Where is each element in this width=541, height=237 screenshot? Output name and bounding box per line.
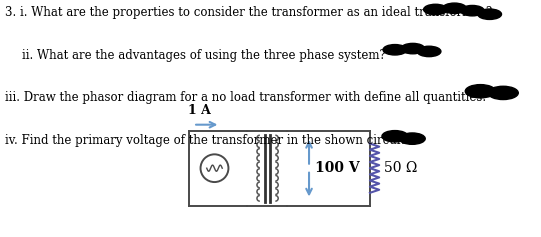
- Text: 1 A: 1 A: [188, 104, 210, 117]
- Circle shape: [424, 4, 447, 15]
- Circle shape: [478, 9, 502, 19]
- Circle shape: [401, 43, 425, 54]
- Text: iv. Find the primary voltage of the transformer in the shown circuit.: iv. Find the primary voltage of the tran…: [5, 134, 410, 147]
- Text: 50 Ω: 50 Ω: [384, 161, 417, 175]
- Text: ii. What are the advantages of using the three phase system?: ii. What are the advantages of using the…: [22, 49, 385, 62]
- Circle shape: [465, 85, 496, 98]
- Circle shape: [399, 133, 425, 144]
- Text: 3. i. What are the properties to consider the transformer as an ideal transforme: 3. i. What are the properties to conside…: [5, 6, 493, 19]
- Text: 100 V: 100 V: [315, 161, 360, 175]
- Circle shape: [443, 3, 466, 14]
- Circle shape: [382, 131, 408, 142]
- Text: iii. Draw the phasor diagram for a no load transformer with define all quantitie: iii. Draw the phasor diagram for a no lo…: [5, 91, 486, 104]
- Circle shape: [488, 86, 518, 100]
- Circle shape: [383, 45, 407, 55]
- Circle shape: [460, 5, 484, 16]
- Circle shape: [417, 46, 441, 57]
